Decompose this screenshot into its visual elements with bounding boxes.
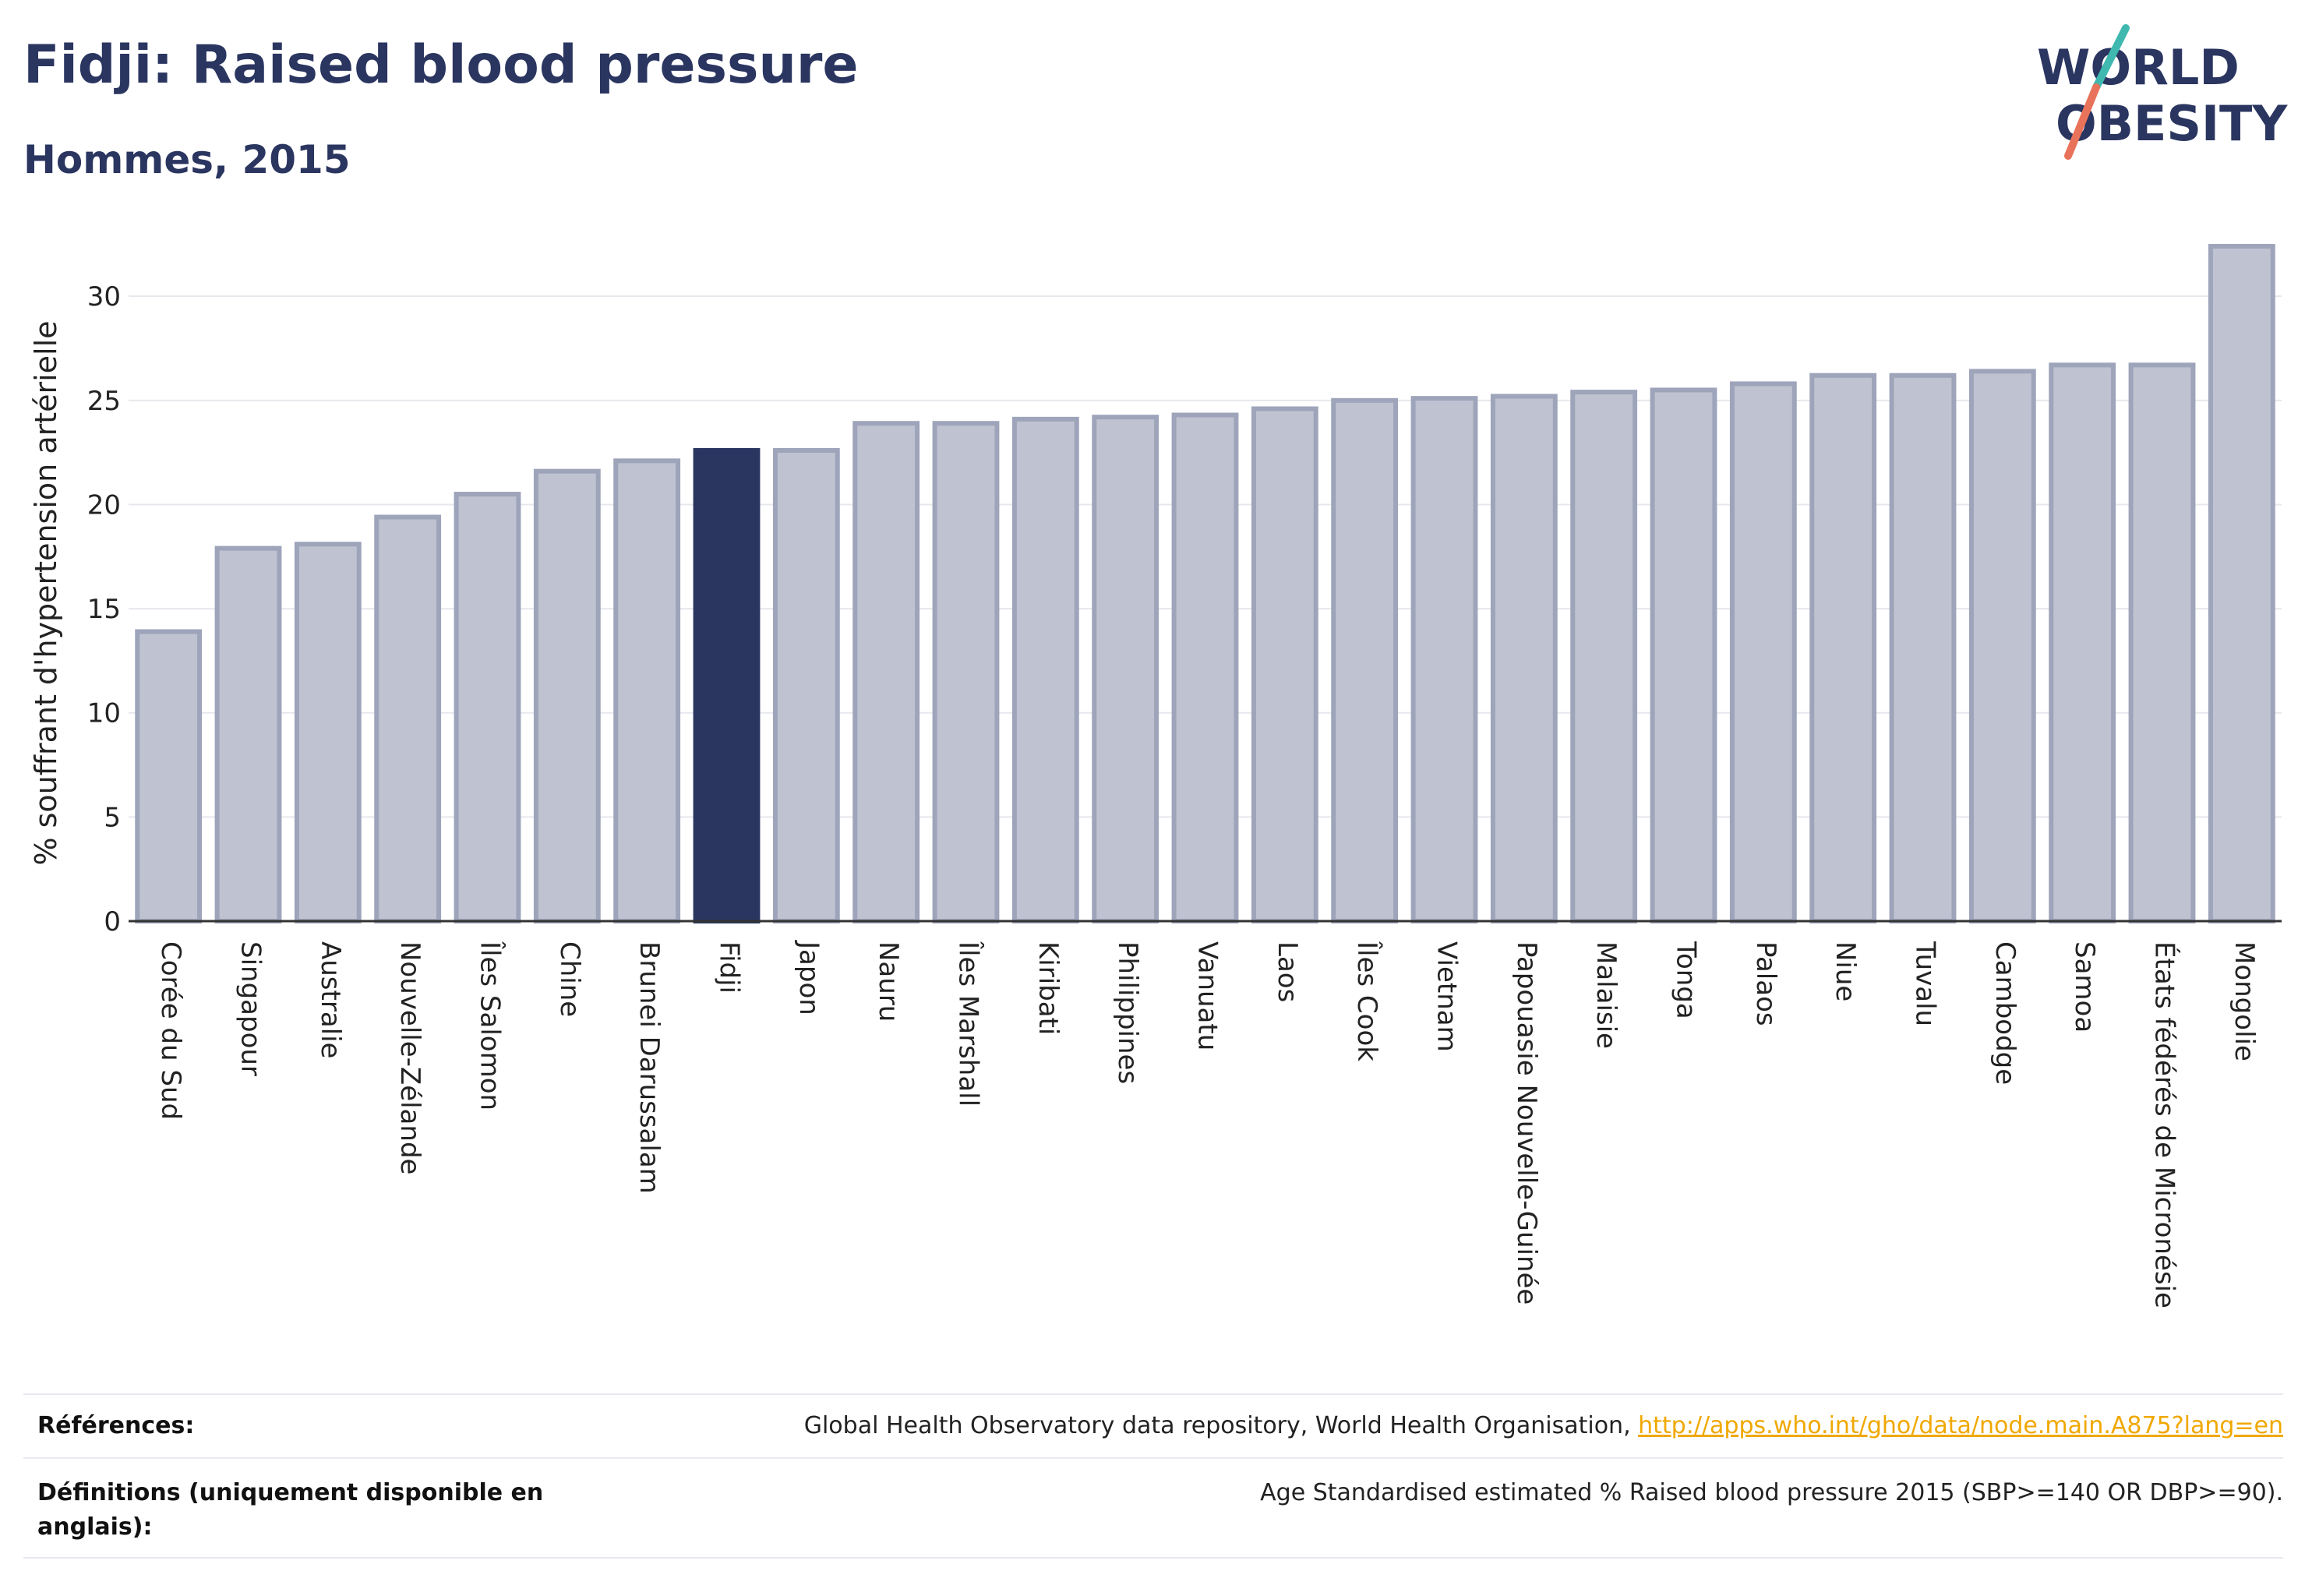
x-tick-label: Îles Cook xyxy=(1351,941,1383,1061)
logo-line2: OBESITY xyxy=(2056,95,2288,152)
bar-japon[interactable] xyxy=(772,447,840,923)
y-axis-label: % souffrant d'hypertension artérielle xyxy=(29,320,63,865)
y-tick-label: 30 xyxy=(87,281,121,312)
chart-subtitle: Hommes, 2015 xyxy=(23,137,351,182)
y-tick-labels: 0 5 10 15 20 25 30 xyxy=(87,281,121,937)
references-text: Global Health Observatory data repositor… xyxy=(803,1412,1639,1439)
y-tick-label: 5 xyxy=(104,802,121,833)
definitions-label: Définitions (uniquement disponible en an… xyxy=(37,1479,544,1541)
bar-cambodge[interactable] xyxy=(1968,369,2036,923)
x-tick-label: Vanuatu xyxy=(1192,941,1223,1050)
x-tick-label: Palaos xyxy=(1750,941,1781,1026)
x-tick-label: Japon xyxy=(793,940,824,1015)
bar-philippines[interactable] xyxy=(1092,415,1160,923)
bar-singapour[interactable] xyxy=(214,546,282,924)
x-tick-label: Laos xyxy=(1272,941,1303,1002)
x-tick-label: Singapour xyxy=(235,941,267,1076)
references-label: Références: xyxy=(37,1412,195,1439)
y-tick-label: 15 xyxy=(87,594,121,625)
bar-nouvelle-z-lande[interactable] xyxy=(374,514,442,923)
bar-brunei-darussalam[interactable] xyxy=(613,458,681,923)
bar-samoa[interactable] xyxy=(2049,362,2116,923)
bars xyxy=(135,244,2275,924)
x-tick-label: Philippines xyxy=(1112,941,1143,1084)
logo-stroke-teal xyxy=(2092,24,2130,91)
x-tick-label: Nauru xyxy=(873,941,904,1022)
y-tick-label: 20 xyxy=(87,489,121,521)
x-tick-label: Mongolie xyxy=(2229,941,2260,1061)
bar-tuvalu[interactable] xyxy=(1889,373,1957,923)
x-tick-label: Tonga xyxy=(1671,941,1702,1019)
bar-tonga[interactable] xyxy=(1650,387,1717,924)
logo-stroke-coral xyxy=(2064,83,2100,160)
logo-line1: WORLD xyxy=(2037,39,2240,96)
bar-fidji[interactable] xyxy=(693,447,761,923)
bar--les-cook[interactable] xyxy=(1331,397,1399,923)
bar-australie[interactable] xyxy=(294,542,362,924)
bar-cor-e-du-sud[interactable] xyxy=(135,629,203,923)
bar-vanuatu[interactable] xyxy=(1171,412,1239,923)
x-tick-label: Brunei Darussalam xyxy=(634,941,665,1194)
y-tick-label: 25 xyxy=(87,386,121,417)
y-tick-label: 0 xyxy=(104,906,121,937)
references-link[interactable]: http://apps.who.int/gho/data/node.main.A… xyxy=(1638,1412,2283,1439)
x-tick-label: Nouvelle-Zélande xyxy=(394,941,425,1174)
bar-papouasie-nouvelle-guin-e[interactable] xyxy=(1490,394,1558,923)
bar-palaos[interactable] xyxy=(1729,381,1797,924)
x-tick-label: Kiribati xyxy=(1032,941,1064,1035)
chart-title: Fidji: Raised blood pressure xyxy=(23,34,859,96)
x-tick-label: Tuvalu xyxy=(1910,941,1941,1026)
x-tick-labels: Corée du Sud Singapour Australie Nouvelle-Z… xyxy=(155,940,2260,1308)
x-tick-label: Corée du Sud xyxy=(155,941,186,1120)
references-row: Références: Global Health Observatory da… xyxy=(23,1393,2283,1459)
x-tick-label: Chine xyxy=(554,941,585,1017)
bar-malaisie[interactable] xyxy=(1570,390,1638,923)
x-tick-label: Îles Marshall xyxy=(953,941,985,1107)
bar-kiribati[interactable] xyxy=(1011,416,1079,923)
bar-chart: 0 5 10 15 20 25 30 Corée du Sud Singapour Austra… xyxy=(29,244,2282,1308)
bar-mongolie[interactable] xyxy=(2208,244,2275,923)
x-tick-label: Vietnam xyxy=(1431,941,1463,1052)
definitions-value: Age Standardised estimated % Raised bloo… xyxy=(1260,1479,2283,1506)
bar-nauru[interactable] xyxy=(852,421,920,923)
definitions-row: Définitions (uniquement disponible en an… xyxy=(23,1457,2283,1559)
bar--les-salomon[interactable] xyxy=(454,492,521,923)
x-tick-label: Niue xyxy=(1830,941,1861,1001)
references-value: Global Health Observatory data repositor… xyxy=(804,1409,2283,1443)
x-tick-label: Cambodge xyxy=(1989,941,2021,1085)
bar-laos[interactable] xyxy=(1251,406,1318,923)
x-tick-label: Malaisie xyxy=(1590,941,1622,1049)
bar-chine[interactable] xyxy=(533,468,601,923)
x-tick-label: Îles Salomon xyxy=(475,941,507,1110)
x-tick-label: Australie xyxy=(315,941,346,1058)
bar-niue[interactable] xyxy=(1809,373,1877,923)
y-tick-label: 10 xyxy=(87,698,121,729)
world-obesity-logo: WORLD OBESITY xyxy=(2037,24,2288,160)
bar--tats-f-d-r-s-de-micron-sie[interactable] xyxy=(2128,362,2196,923)
x-tick-label: Fidji xyxy=(714,941,745,994)
x-tick-label: États fédérés de Micronésie xyxy=(2149,941,2181,1308)
x-tick-label: Papouasie Nouvelle-Guinée xyxy=(1511,941,1542,1305)
bar--les-marshall[interactable] xyxy=(932,421,1000,923)
bar-vietnam[interactable] xyxy=(1410,396,1478,923)
x-tick-label: Samoa xyxy=(2069,941,2100,1033)
